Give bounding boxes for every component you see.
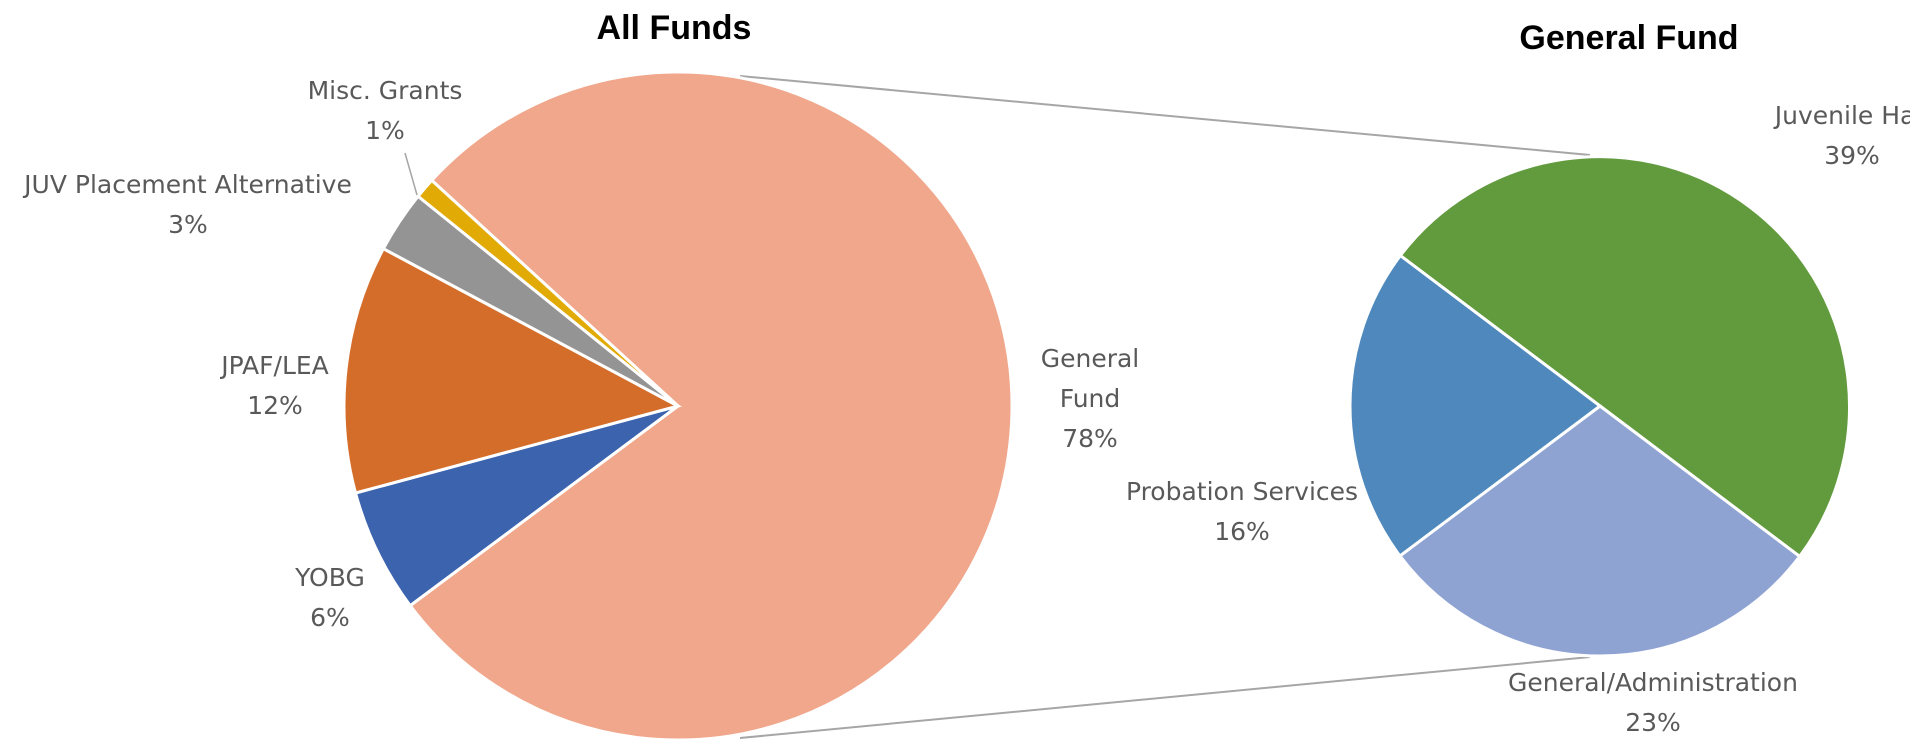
pie-slice-general-fund <box>408 70 1014 742</box>
misc-grants-leader-line <box>404 152 418 196</box>
data-label-juvenile-hall: Juvenile Hall39% <box>1773 101 1910 170</box>
pie-slice-probation-services <box>1348 253 1603 559</box>
data-label-yobg: YOBG 6% <box>294 563 365 632</box>
chart-title-general-fund: General Fund <box>1519 19 1738 57</box>
chart-title-all-funds: All Funds <box>597 9 752 47</box>
connector-line-bottom <box>739 656 1591 739</box>
pie-slice-juvenile-hall <box>1398 155 1851 559</box>
data-label-jpaf-lea: JPAF/LEA 12% <box>219 351 329 420</box>
connector-line-top <box>739 75 1591 156</box>
pie-slice-yobg <box>353 404 679 608</box>
general-fund-pie <box>1348 155 1851 658</box>
pie-slice-jpaf-lea <box>342 246 683 495</box>
pie-slice-misc-grants <box>415 178 680 408</box>
pie-slice-general-administration <box>1397 404 1802 658</box>
data-label-general-fund: General Fund 78% <box>1041 344 1140 453</box>
data-label-probation-services: Probation Services 16% <box>1126 477 1358 546</box>
data-label-juv-placement-alternative: JUV Placement Alternative 3% <box>22 170 352 239</box>
data-label-general-administration: General/Administration 23% <box>1508 668 1798 737</box>
slice-labels: General Fund 78% YOBG 6% JPAF/LEA 12% JUV Place… <box>22 76 1910 737</box>
data-label-misc-grants: Misc. Grants 1% <box>308 76 463 145</box>
pie-connector-lines <box>739 75 1591 739</box>
all-funds-pie <box>342 70 1014 742</box>
